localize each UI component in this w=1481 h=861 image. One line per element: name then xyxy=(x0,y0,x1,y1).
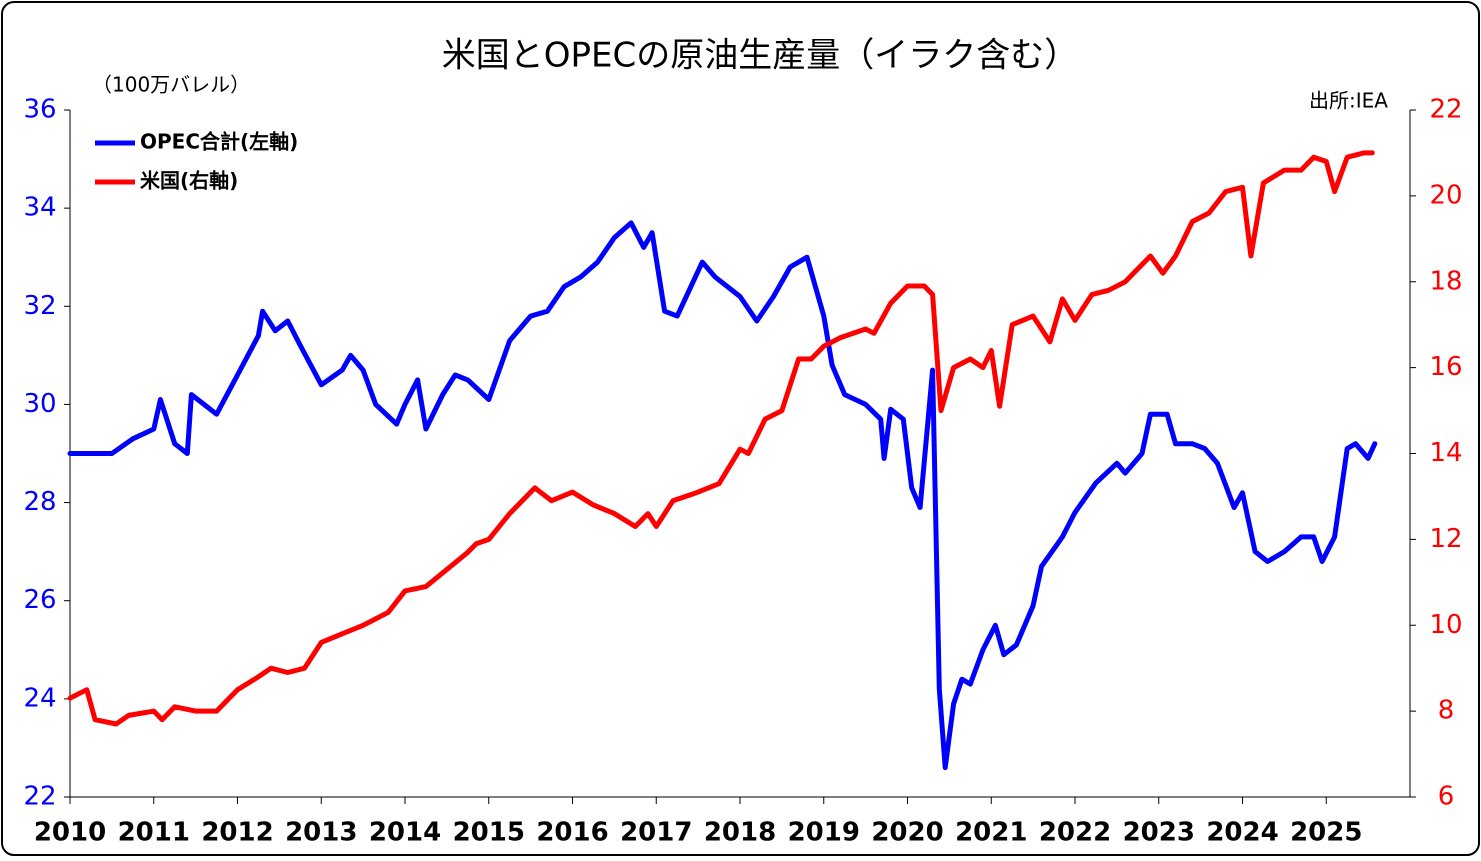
x-tick-label: 2019 xyxy=(788,818,860,848)
x-tick-label: 2011 xyxy=(118,818,190,848)
x-tick-label: 2020 xyxy=(871,818,943,848)
y-tick-label: 36 xyxy=(23,95,56,125)
y2-tick-label: 20 xyxy=(1429,180,1462,210)
x-tick-label: 2016 xyxy=(536,818,608,848)
y-tick-label: 34 xyxy=(23,193,56,223)
x-tick-label: 2013 xyxy=(285,818,357,848)
x-tick-label: 2022 xyxy=(1039,818,1111,848)
y2-tick-label: 14 xyxy=(1429,438,1462,468)
x-tick-label: 2023 xyxy=(1123,818,1195,848)
y2-tick-label: 8 xyxy=(1438,696,1455,726)
y2-tick-label: 18 xyxy=(1429,266,1462,296)
x-tick-label: 2025 xyxy=(1290,818,1362,848)
x-tick-label: 2015 xyxy=(453,818,525,848)
y2-tick-label: 10 xyxy=(1429,610,1462,640)
x-tick-label: 2010 xyxy=(34,818,106,848)
x-tick-label: 2024 xyxy=(1206,818,1278,848)
y2-tick-label: 22 xyxy=(1429,95,1462,125)
y-tick-label: 28 xyxy=(23,487,56,517)
y-tick-label: 32 xyxy=(23,291,56,321)
chart-title: 米国とOPECの原油生産量（イラク含む） xyxy=(442,36,1079,76)
y2-tick-label: 6 xyxy=(1438,782,1455,812)
source-note: 出所:IEA xyxy=(1309,89,1388,113)
x-tick-label: 2017 xyxy=(620,818,692,848)
legend-label: 米国(右軸) xyxy=(140,169,238,193)
y2-tick-label: 16 xyxy=(1429,352,1462,382)
y-tick-label: 30 xyxy=(23,389,56,419)
x-tick-label: 2021 xyxy=(955,818,1027,848)
series-line xyxy=(67,150,1375,727)
x-tick-label: 2012 xyxy=(201,818,273,848)
legend-label: OPEC合計(左軸) xyxy=(140,130,298,154)
y-tick-label: 22 xyxy=(23,782,56,812)
x-tick-label: 2014 xyxy=(369,818,441,848)
y2-tick-label: 12 xyxy=(1429,524,1462,554)
y-tick-label: 24 xyxy=(23,683,56,713)
y-axis-label: （100万バレル） xyxy=(92,73,250,97)
y-tick-label: 26 xyxy=(23,585,56,615)
x-tick-label: 2018 xyxy=(704,818,776,848)
series-line xyxy=(67,220,1378,771)
